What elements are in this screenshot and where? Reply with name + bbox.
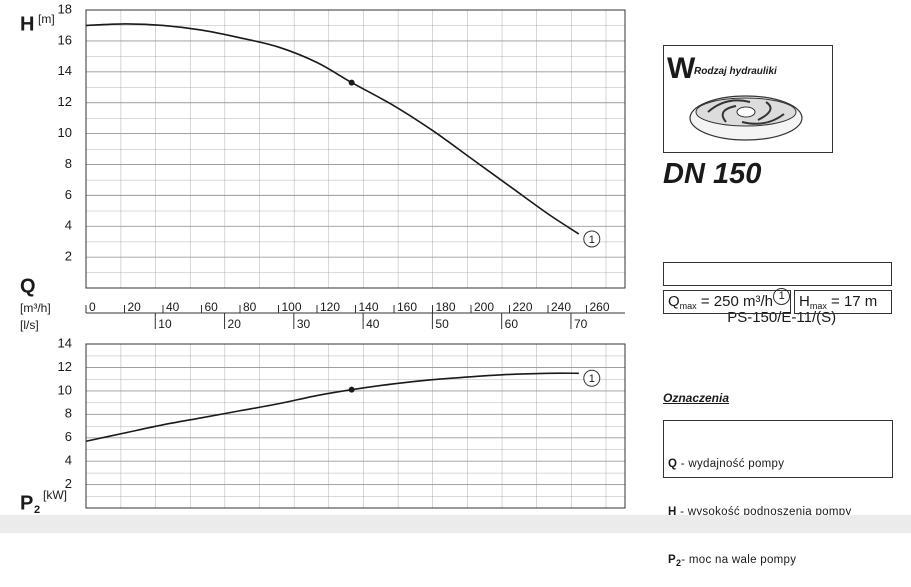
legend-item: Q - wydajność pompy [668,456,888,472]
x-tick-label: 180 [436,300,456,314]
x-tick-label: 260 [590,300,610,314]
x-tick-label: 80 [243,300,257,314]
x2-tick-label: 60 [505,317,519,331]
legend-text: - wydajność pompy [677,458,785,470]
y-symbol-sub: 2 [34,504,40,516]
x2-tick-label: 50 [435,317,449,331]
y-unit: [kW] [43,488,67,502]
curve-label: 1 [589,234,595,246]
x-tick-label: 140 [359,300,379,314]
y-tick-label: 2 [65,476,72,491]
x-tick-label: 40 [166,300,180,314]
y-tick-label: 6 [65,429,72,444]
spec-symbol: H [799,293,810,310]
x-tick-label: 100 [282,300,302,314]
legend-text: - moc na wale pompy [681,554,797,566]
y-tick-label: 6 [65,187,72,202]
y-tick-label: 4 [65,218,72,233]
operating-point [348,79,355,86]
plot-frame [85,343,626,509]
y-tick-label: 14 [58,335,72,350]
operating-point [348,386,355,393]
x-tick-label: 240 [551,300,571,314]
x-symbol: Q [20,275,36,297]
x2-unit: [l/s] [20,318,39,332]
curve [85,372,579,443]
spec-qmax: Qmax = 250 m³/h [663,290,791,314]
x-tick-label: 60 [205,300,219,314]
y-unit: [m] [38,12,55,26]
y-tick-label: 10 [58,125,72,140]
spec-sub: max [679,301,697,311]
legend-box: Q - wydajność pompy H - wysokość podnosz… [663,420,893,568]
x-unit: [m³/h] [20,301,51,315]
spec-sub: max [809,301,827,311]
y-tick-label: 8 [65,406,72,421]
curve-label-ring [583,230,601,248]
x2-tick-label: 70 [574,317,588,331]
x-tick-label: 160 [397,300,417,314]
spec-symbol: Q [668,293,680,310]
y-tick-label: 2 [65,249,72,264]
impeller-icon [689,95,803,141]
y-tick-label: 12 [58,359,72,374]
spec-text: = 17 m [826,293,878,310]
y-tick-label: 18 [58,1,72,16]
y-symbol: H [20,13,34,35]
y-symbol: P [20,492,33,514]
curve [85,23,580,235]
footer-band [0,515,911,533]
y-tick-label: 16 [58,32,72,47]
plot-frame [85,9,626,289]
hydraulics-box: W Rodzaj hydrauliki [663,45,833,153]
x-tick-label: 220 [513,300,533,314]
x2-tick-label: 20 [228,317,242,331]
x-tick-label: 200 [474,300,494,314]
hydraulics-label: Rodzaj hydrauliki [694,66,777,77]
spec-text: = 250 m³/h [696,293,773,310]
legend-symbol: Q [668,458,678,470]
x-tick-label: 120 [320,300,340,314]
curve-label: 1 [589,373,595,385]
x-tick-label: 20 [128,300,142,314]
grid [86,10,625,288]
y-tick-label: 12 [58,94,72,109]
page: 2 4 6 8 10 12 14 16 18 H [m] Q [m³/h] [l/s] 0 20 40 60 80 1… [0,0,911,568]
legend-title: Oznaczenia [663,391,730,405]
x-tick-label: 0 [89,300,96,314]
y-tick-label: 8 [65,156,72,171]
dn-label: DN 150 [663,158,762,190]
x2-tick-label: 40 [366,317,380,331]
legend-item: P2- moc na wale pompy [668,552,888,571]
grid [86,344,625,508]
model-marker: 1 [773,288,791,305]
x2-tick-label: 30 [297,317,311,331]
x2-tick-label: 10 [158,317,172,331]
legend-symbol: H [668,506,677,518]
model-box: 1 PS-150/E-11/(S) [663,262,892,326]
y-tick-label: 10 [58,382,72,397]
y-tick-label: 4 [65,453,72,468]
spec-hmax: Hmax = 17 m [794,290,892,314]
curve-label-ring [583,369,601,387]
legend-symbol: P [668,554,676,566]
y-tick-label: 14 [58,63,72,78]
hydraulics-letter: W [667,52,696,85]
